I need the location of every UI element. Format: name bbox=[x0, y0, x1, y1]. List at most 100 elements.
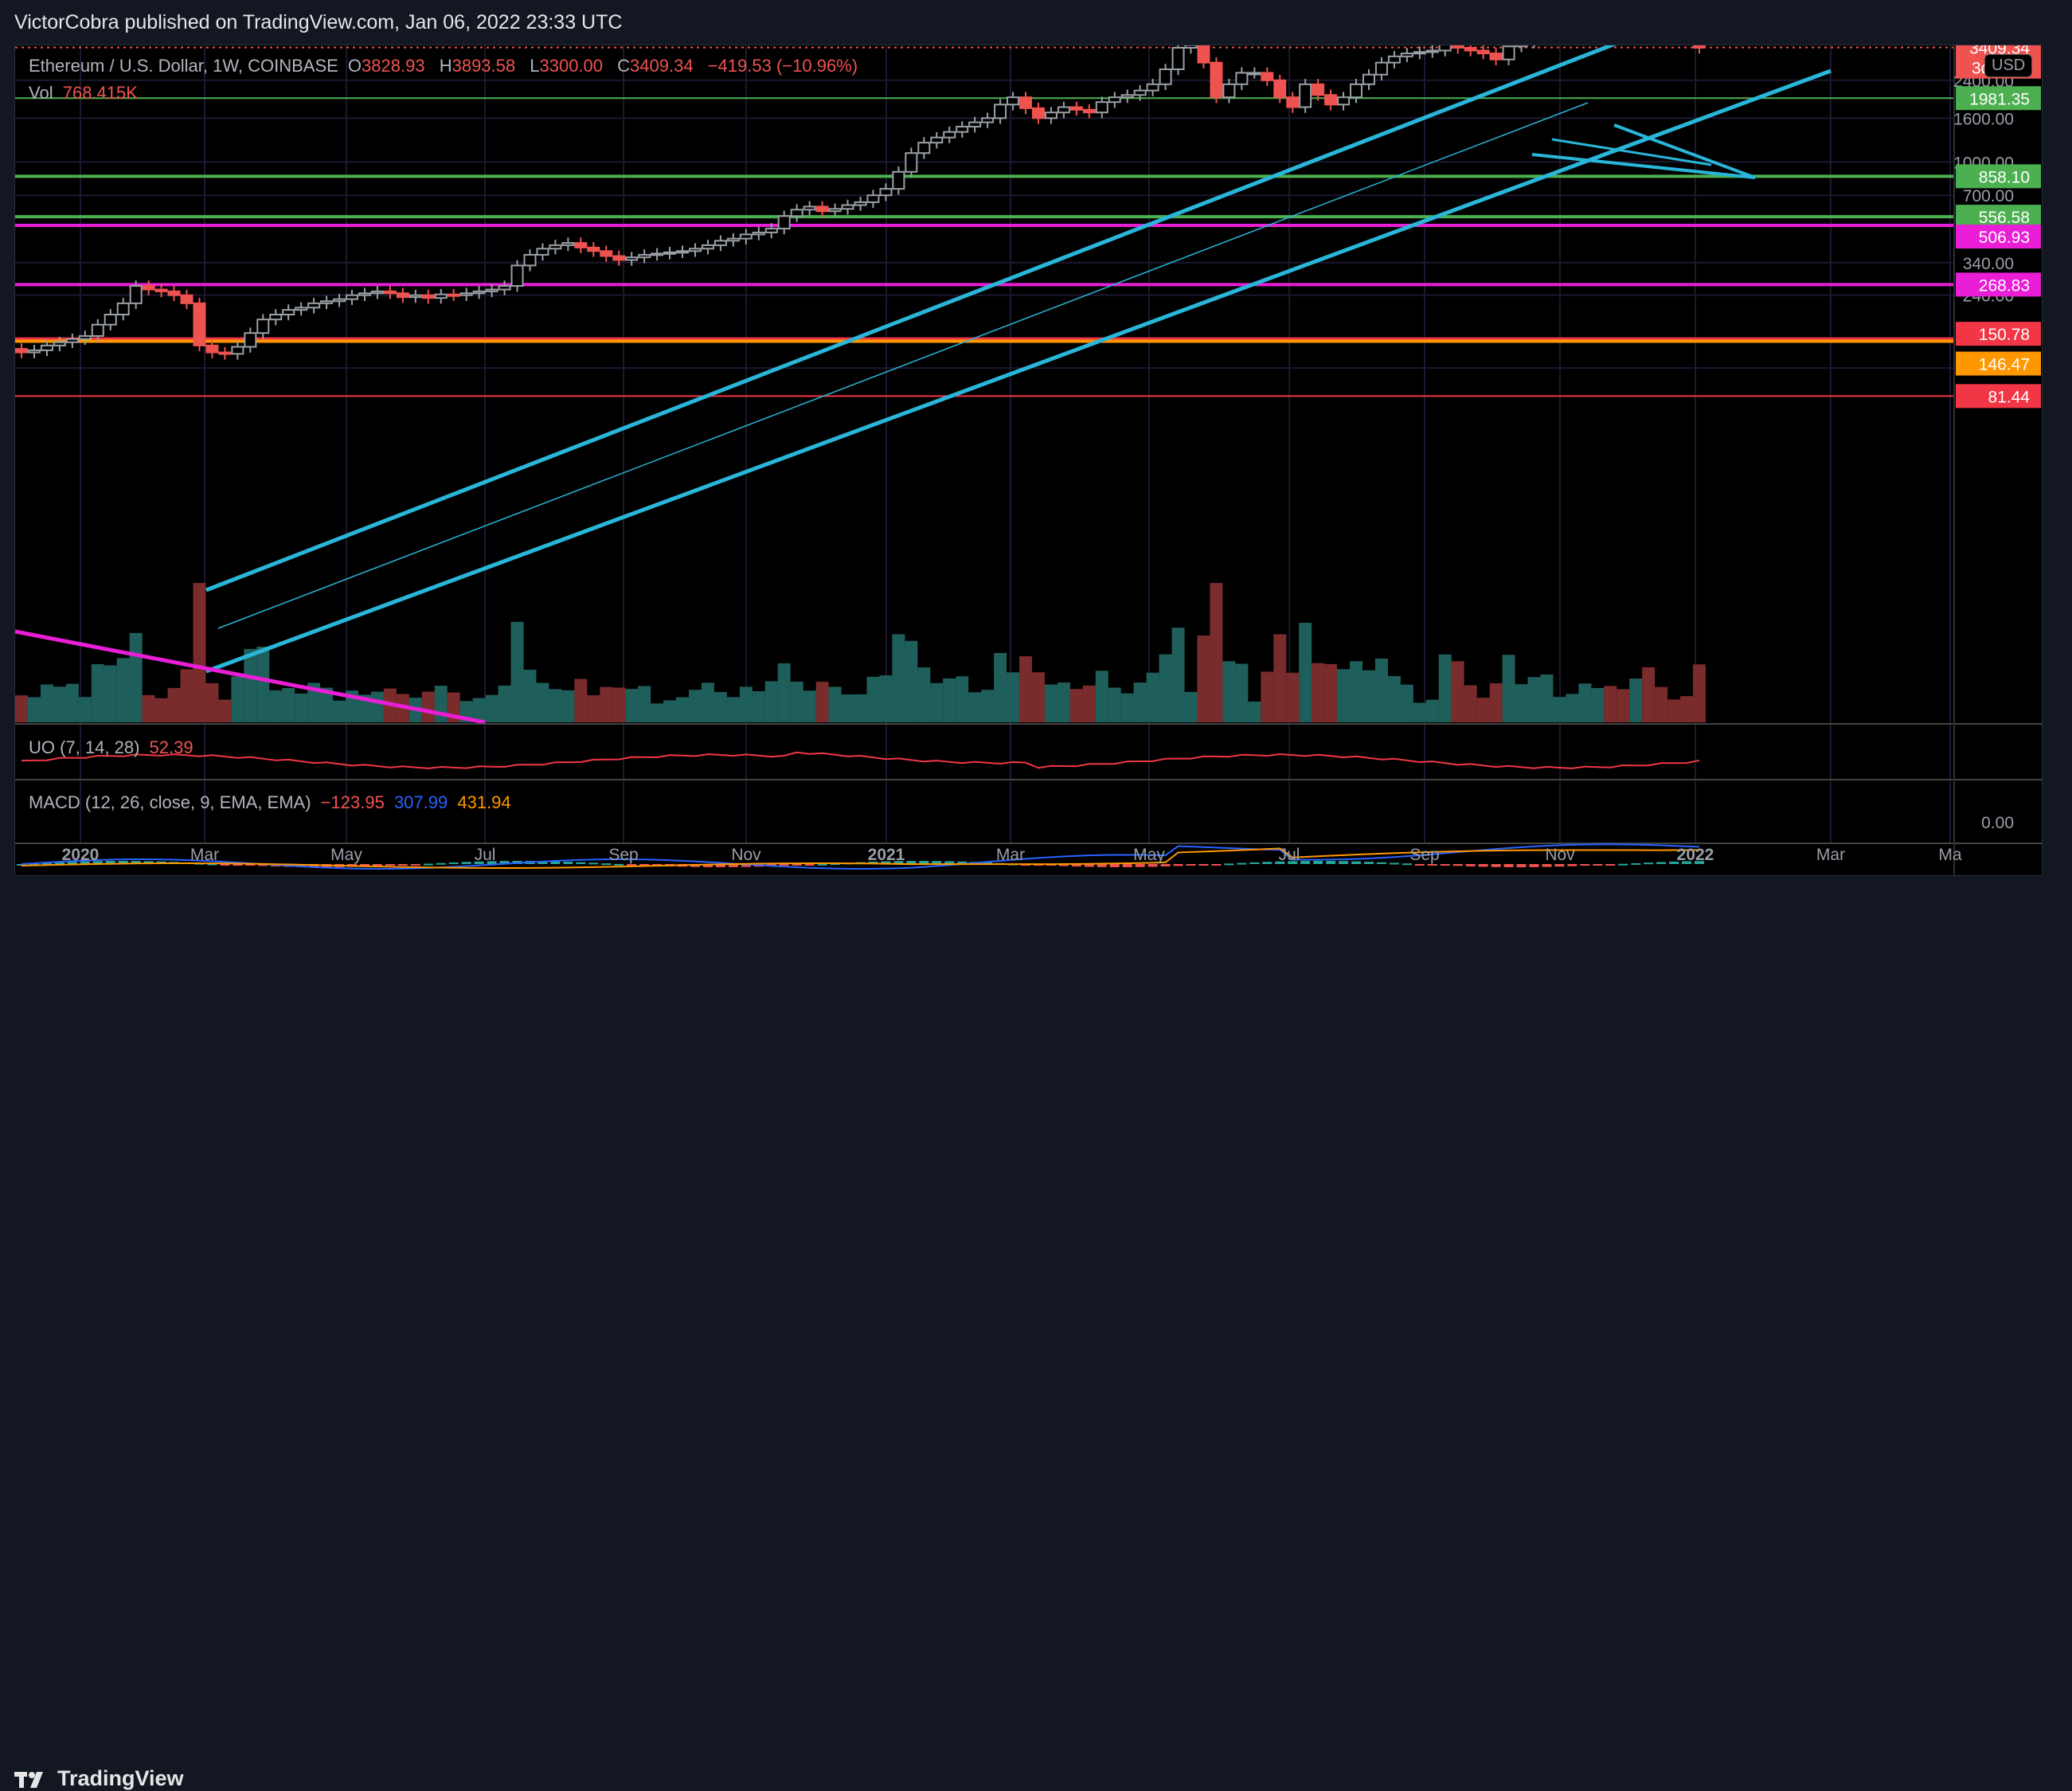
time-axis-label: Mar bbox=[190, 846, 219, 864]
volume-bar bbox=[485, 694, 498, 722]
macd-hist-bar bbox=[1211, 864, 1222, 866]
volume-bar bbox=[333, 700, 346, 722]
macd-hist-bar bbox=[1147, 864, 1158, 867]
candle-body bbox=[803, 205, 816, 211]
macd-hist-bar bbox=[296, 864, 307, 867]
high-label: H bbox=[439, 56, 452, 76]
macd-hist-bar bbox=[563, 862, 573, 864]
volume-bar bbox=[167, 687, 181, 722]
candle-body bbox=[676, 250, 690, 254]
volume-bar bbox=[180, 669, 194, 722]
candle-body bbox=[1120, 94, 1134, 99]
candle-body bbox=[1069, 106, 1083, 111]
price-axis-label: 1600.00 bbox=[1953, 110, 2014, 128]
volume-bar bbox=[1286, 672, 1300, 722]
candle-body bbox=[1146, 83, 1159, 92]
time-axis-label: Mar bbox=[1816, 846, 1845, 864]
candle-body bbox=[282, 309, 295, 316]
currency-button[interactable]: USD bbox=[1984, 54, 2033, 77]
candle-body bbox=[1387, 55, 1401, 64]
tradingview-logo-icon bbox=[14, 1771, 43, 1788]
volume-bar bbox=[53, 686, 66, 722]
candle-body bbox=[1044, 111, 1058, 119]
macd-hist-bar bbox=[1656, 862, 1667, 864]
macd-hist-bar bbox=[80, 861, 90, 864]
macd-legend: MACD (12, 26, close, 9, EMA, EMA) −123.9… bbox=[29, 792, 516, 813]
volume-bar bbox=[930, 682, 944, 722]
candle-body bbox=[1184, 44, 1198, 49]
price-tag bbox=[1956, 164, 2041, 189]
macd-hist-bar bbox=[1326, 861, 1336, 864]
macd-hist-bar bbox=[245, 864, 256, 866]
candle-body bbox=[1235, 72, 1249, 85]
candle-body bbox=[485, 288, 498, 292]
volume-bar bbox=[854, 694, 867, 722]
price-tag-label: 1981.35 bbox=[1969, 90, 2030, 108]
macd-hist-bar bbox=[1644, 862, 1654, 865]
candle-body bbox=[663, 251, 677, 255]
candle-body bbox=[1476, 49, 1490, 55]
chart-svg[interactable]: 8000.005000.002400.001600.001000.00700.0… bbox=[14, 4, 2042, 875]
candle-body bbox=[574, 242, 588, 248]
volume-bar bbox=[968, 692, 982, 722]
price-tag-label: 268.83 bbox=[1979, 276, 2030, 295]
volume-bar bbox=[1184, 691, 1198, 722]
candle-body bbox=[943, 131, 956, 139]
volume-bar bbox=[193, 583, 206, 722]
volume-bar bbox=[78, 697, 92, 722]
volume-bar bbox=[1222, 661, 1236, 722]
volume-bar bbox=[104, 665, 117, 722]
volume-bar bbox=[638, 686, 651, 722]
volume-bar bbox=[320, 687, 334, 722]
macd-hist-bar bbox=[1414, 864, 1425, 866]
volume-bar bbox=[523, 669, 537, 722]
time-axis-label: Nov bbox=[731, 846, 761, 864]
close-label: C bbox=[617, 56, 631, 76]
volume-bar bbox=[1082, 685, 1096, 722]
volume-bar bbox=[15, 695, 28, 722]
candle-body bbox=[510, 264, 524, 287]
macd-hist-bar bbox=[1440, 864, 1450, 866]
macd-axis-label: 0.00 bbox=[1981, 814, 2014, 832]
uo-value: 52.39 bbox=[149, 737, 194, 757]
price-tag-label: 81.44 bbox=[1988, 388, 2030, 406]
price-tag-label: 858.10 bbox=[1979, 168, 2030, 186]
volume-bar bbox=[1362, 670, 1375, 722]
signal-line bbox=[21, 847, 1700, 870]
candle-body bbox=[1007, 96, 1020, 106]
chart-frame[interactable]: 8000.005000.002400.001600.001000.00700.0… bbox=[14, 4, 2043, 876]
candle-body bbox=[40, 344, 53, 351]
volume-legend: Vol 768.415K bbox=[29, 83, 143, 104]
volume-bar bbox=[1324, 663, 1338, 722]
candle-body bbox=[739, 233, 753, 240]
volume-bar bbox=[370, 691, 384, 722]
candle-body bbox=[346, 294, 359, 300]
candles bbox=[15, 12, 1706, 360]
uo-label: UO (7, 14, 28) bbox=[29, 737, 140, 757]
candle-body bbox=[1273, 79, 1287, 99]
macd-hist-bar bbox=[588, 862, 599, 865]
candle-body bbox=[1159, 68, 1172, 85]
candle-body bbox=[116, 302, 130, 316]
volume-bar bbox=[510, 621, 524, 722]
volume-bar bbox=[561, 690, 575, 722]
volume-bar bbox=[994, 653, 1007, 722]
volume-value: 768.415K bbox=[62, 83, 138, 103]
candle-body bbox=[1374, 61, 1388, 76]
close-value: 3409.34 bbox=[630, 56, 694, 76]
volume-bar bbox=[1604, 686, 1617, 722]
candle-body bbox=[1210, 61, 1223, 99]
candle-body bbox=[1248, 72, 1261, 76]
volume-bar bbox=[917, 667, 931, 722]
candle-body bbox=[1031, 107, 1045, 119]
tradingview-logo[interactable]: TradingView bbox=[14, 1766, 184, 1791]
ohlc-legend: Ethereum / U.S. Dollar, 1W, COINBASE O38… bbox=[29, 56, 862, 76]
volume-bar bbox=[713, 691, 727, 722]
candle-body bbox=[193, 302, 206, 346]
header-bar: VictorCobra published on TradingView.com… bbox=[0, 0, 2072, 45]
candle-body bbox=[1312, 83, 1325, 96]
macd-hist-bar bbox=[1071, 864, 1081, 867]
candle-body bbox=[1057, 106, 1070, 114]
volume-bar bbox=[129, 632, 143, 722]
volume-bar bbox=[1146, 672, 1159, 722]
